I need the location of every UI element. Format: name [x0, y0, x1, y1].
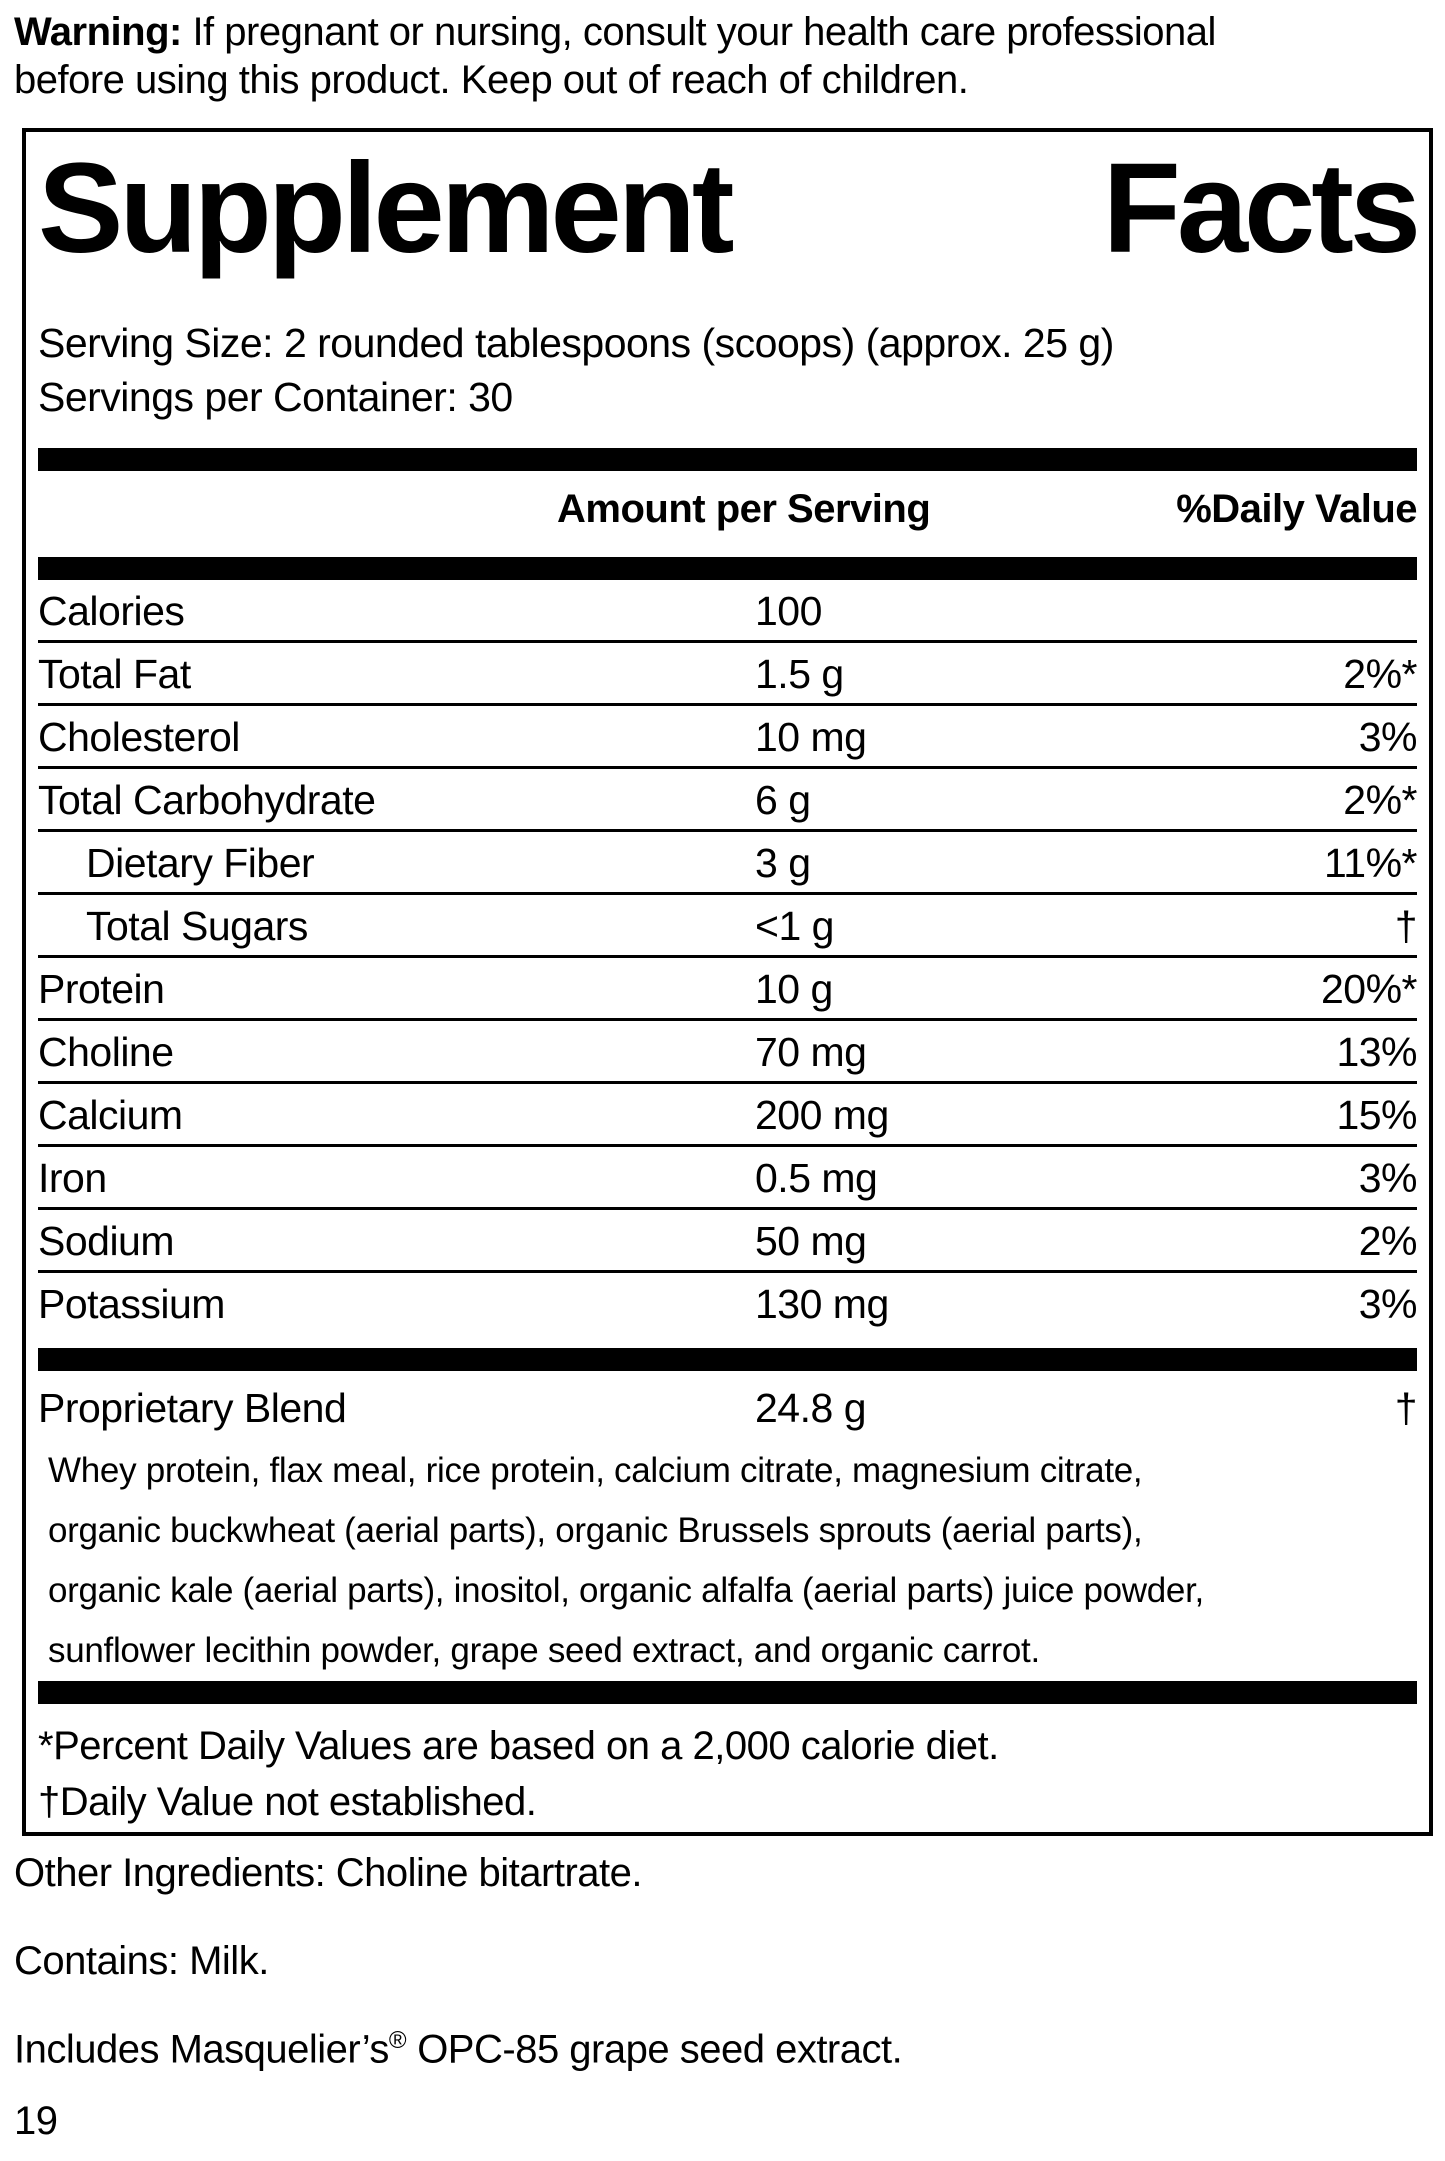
amount-column-header: Amount per Serving	[557, 487, 931, 531]
nutrient-amount: <1 g	[755, 903, 834, 949]
page-number: 19	[14, 2099, 58, 2143]
blend-amount: 24.8 g	[755, 1385, 867, 1431]
table-row: Protein 10 g 20%*	[38, 958, 1418, 1021]
table-row: Cholesterol 10 mg 3%	[38, 706, 1418, 769]
supplement-facts-box: Supplement Facts Serving Size: 2 rounded…	[22, 128, 1433, 1836]
nutrient-name: Protein	[38, 966, 165, 1012]
nutrient-name: Choline	[38, 1029, 174, 1075]
divider-bar-blend	[38, 1348, 1417, 1371]
table-row: Choline 70 mg 13%	[38, 1021, 1418, 1084]
nutrient-amount: 6 g	[755, 777, 811, 823]
nutrient-amount: 100	[755, 588, 822, 634]
serving-info: Serving Size: 2 rounded tablespoons (sco…	[38, 316, 1417, 424]
nutrient-name: Sodium	[38, 1218, 175, 1264]
divider-bar-footnotes	[38, 1681, 1417, 1704]
includes-suffix: OPC-85 grape seed extract.	[406, 2027, 903, 2072]
nutrient-name: Calcium	[38, 1092, 183, 1138]
nutrient-daily-value: 3%	[1358, 714, 1418, 760]
footnotes: *Percent Daily Values are based on a 2,0…	[38, 1718, 1417, 1830]
facts-title-left: Supplement	[38, 137, 734, 280]
nutrient-daily-value: 13%	[1336, 1029, 1417, 1075]
nutrient-amount: 50 mg	[755, 1218, 867, 1264]
includes-line: Includes Masquelier’s® OPC-85 grape seed…	[14, 2016, 903, 2074]
warning-paragraph: Warning: If pregnant or nursing, consult…	[14, 8, 1417, 104]
nutrient-name: Potassium	[38, 1281, 225, 1327]
nutrient-amount: 10 g	[755, 966, 833, 1012]
footnote-daily-value-not-established: †Daily Value not established.	[38, 1780, 537, 1824]
table-row: Total Fat 1.5 g 2%*	[38, 643, 1418, 706]
registered-trademark-symbol: ®	[388, 2027, 407, 2054]
nutrient-amount: 70 mg	[755, 1029, 867, 1075]
blend-name: Proprietary Blend	[38, 1385, 347, 1431]
blend-description-line: sunflower lecithin powder, grape seed ex…	[48, 1631, 1040, 1670]
nutrient-name: Cholesterol	[38, 714, 240, 760]
table-header: Amount per Serving %Daily Value	[38, 483, 1417, 535]
nutrient-name: Dietary Fiber	[86, 840, 315, 886]
blend-description-line: organic buckwheat (aerial parts), organi…	[48, 1511, 1143, 1550]
nutrient-name: Calories	[38, 588, 185, 634]
contains-line: Contains: Milk.	[14, 1939, 269, 1983]
nutrient-amount: 200 mg	[755, 1092, 889, 1138]
nutrient-daily-value: 2%*	[1343, 651, 1417, 697]
other-ingredients-line: Other Ingredients: Choline bitartrate.	[14, 1851, 643, 1895]
nutrient-amount: 0.5 mg	[755, 1155, 878, 1201]
warning-line-2: before using this product. Keep out of r…	[14, 58, 969, 102]
nutrient-daily-value: †	[1394, 903, 1418, 949]
table-row: Calories 100	[38, 580, 1417, 643]
nutrient-name: Iron	[38, 1155, 107, 1201]
table-row: Sodium 50 mg 2%	[38, 1210, 1418, 1273]
blend-daily-value: †	[1394, 1385, 1418, 1431]
divider-bar-top	[38, 448, 1417, 471]
footnote-percent-daily-values: *Percent Daily Values are based on a 2,0…	[38, 1724, 999, 1768]
warning-bold-label: Warning:	[14, 10, 182, 54]
nutrient-daily-value: 20%*	[1320, 966, 1418, 1012]
facts-title-right: Facts	[1102, 137, 1421, 280]
nutrient-daily-value	[1175, 587, 1417, 640]
nutrient-name: Total Fat	[38, 651, 191, 697]
nutrient-name: Total Sugars	[86, 903, 308, 949]
nutrient-daily-value: 11%*	[1324, 840, 1417, 886]
table-row: Calcium 200 mg 15%	[38, 1084, 1418, 1147]
table-row: Total Carbohydrate 6 g 2%*	[38, 769, 1418, 832]
nutrient-daily-value: 15%	[1336, 1092, 1417, 1138]
nutrient-daily-value: 2%	[1358, 1218, 1418, 1264]
nutrient-amount: 130 mg	[755, 1281, 889, 1327]
proprietary-blend-row: Proprietary Blend 24.8 g †	[38, 1379, 1418, 1431]
table-row: Total Sugars <1 g †	[38, 895, 1418, 958]
blend-description: Whey protein, flax meal, rice protein, c…	[38, 1441, 1417, 1681]
blend-description-line: organic kale (aerial parts), inositol, o…	[48, 1571, 1204, 1610]
nutrient-rows: Calories 100 Total Fat 1.5 g 2%* Cholest…	[38, 580, 1418, 1336]
blend-description-line: Whey protein, flax meal, rice protein, c…	[48, 1451, 1143, 1490]
table-row: Dietary Fiber 3 g 11%*	[38, 832, 1418, 895]
warning-line-1-text: If pregnant or nursing, consult your hea…	[181, 10, 1216, 54]
table-row: Potassium 130 mg 3%	[38, 1273, 1418, 1336]
nutrient-amount: 3 g	[755, 840, 811, 886]
includes-prefix: Includes Masquelier’s	[14, 2027, 389, 2072]
servings-per-container: Servings per Container: 30	[38, 374, 513, 420]
serving-size: Serving Size: 2 rounded tablespoons (sco…	[38, 320, 1114, 366]
nutrient-daily-value: 2%*	[1343, 777, 1417, 823]
divider-bar-header	[38, 557, 1417, 580]
nutrient-amount: 10 mg	[755, 714, 867, 760]
table-row: Iron 0.5 mg 3%	[38, 1147, 1418, 1210]
warning-line-1: Warning: If pregnant or nursing, consult…	[14, 8, 1417, 56]
nutrient-daily-value: 3%	[1358, 1281, 1418, 1327]
nutrient-amount: 1.5 g	[755, 651, 844, 697]
nutrient-daily-value: 3%	[1358, 1155, 1418, 1201]
facts-title: Supplement Facts	[38, 137, 1421, 280]
daily-value-column-header: %Daily Value	[1176, 487, 1417, 531]
nutrient-name: Total Carbohydrate	[38, 777, 376, 823]
